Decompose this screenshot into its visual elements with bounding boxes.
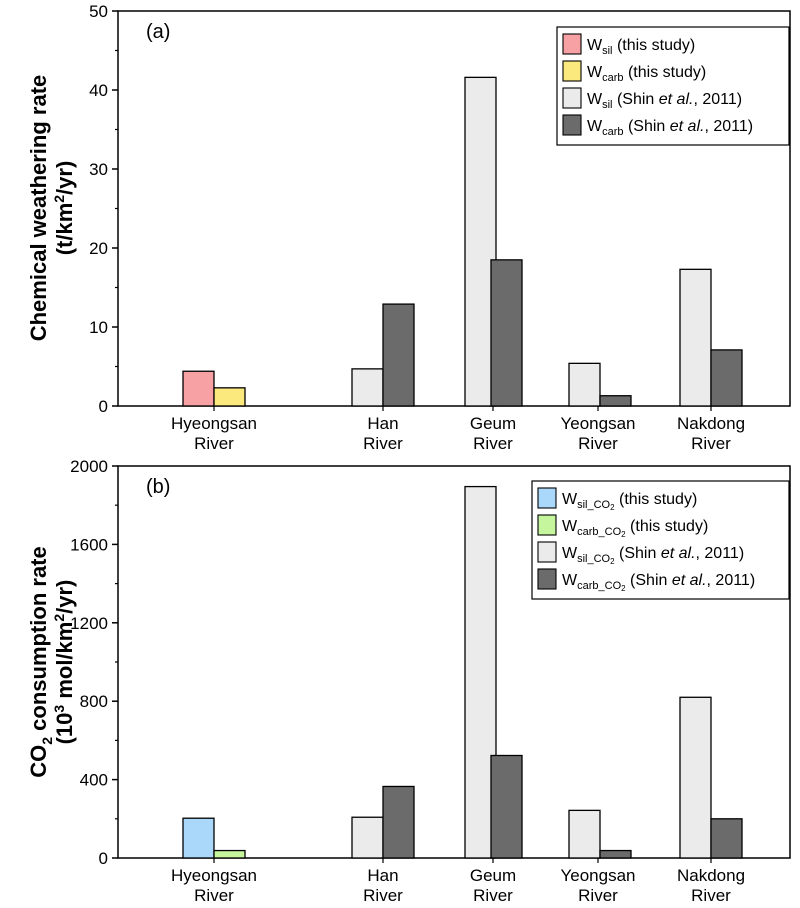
category-label: Yeongsan River [560,414,635,453]
bar [568,809,601,859]
legend-swatch [562,114,582,136]
category-label: Yeongsan River [560,866,635,905]
category-label: Geum River [470,414,516,453]
legend-swatch [537,487,557,509]
category-label: Nakdong River [677,414,745,453]
panel-label: (b) [146,476,170,498]
chart-panel-a: 0 10 20 30 40 50 Hyeongsan River Han River Geum Riv… [89,2,791,453]
y-tick-label: 800 [80,692,108,711]
bar [351,368,384,407]
bar [599,849,632,859]
bar [679,268,712,407]
legend-entry: Wcarb_CO2 (this study) [562,518,708,539]
legend-entry: Wsil (Shin et al., 2011) [587,91,742,111]
legend-swatch [537,514,557,536]
category-label: Han River [363,414,403,453]
bar [490,259,523,407]
bar [382,785,415,859]
legend-swatch [537,568,557,590]
bar [490,754,523,859]
bar [568,362,601,407]
legend-entry: Wcarb (this study) [587,64,706,84]
panel-label: (a) [146,21,170,43]
y-tick-label: 0 [99,397,108,416]
category-label: Hyeongsan River [171,414,257,453]
legend-entry: Wsil_CO2 (Shin et al., 2011) [562,545,744,566]
bar [710,818,743,859]
y-tick-label: 50 [89,2,108,21]
bar [710,349,743,407]
legend-swatch [537,541,557,563]
bar [351,816,384,859]
legend-swatch [562,33,582,55]
legend-entry: Wsil (this study) [587,37,695,57]
y-tick-label: 0 [99,849,108,868]
legend-swatch [562,87,582,109]
y-axis-title-a-units: (t/km2/yr) [51,161,77,256]
bar [599,395,632,407]
category-label: Geum River [470,866,516,905]
bar [182,817,215,859]
legend-entry: Wsil_CO2 (this study) [562,491,697,512]
chart-panel-b: 0 400 800 1200 1600 2000 Hyeongsan River Han Rive… [70,457,791,905]
legend-box [556,26,790,146]
bar [213,387,246,407]
bar [382,303,415,407]
category-label: Hyeongsan River [171,866,257,905]
y-tick-label: 10 [89,318,108,337]
category-label: Nakdong River [677,866,745,905]
category-label: Han River [363,866,403,905]
y-tick-label: 1200 [70,614,108,633]
y-axis-title-b: CO2 consumption rate [26,546,55,777]
bar [213,849,246,859]
y-axis-title-a: Chemical weathering rate [26,75,51,342]
y-tick-label: 2000 [70,457,108,476]
y-tick-label: 400 [80,771,108,790]
bar [679,696,712,859]
y-tick-label: 1600 [70,535,108,554]
y-tick-label: 40 [89,81,108,100]
y-axis-title-b-units: (103 mol/km2/yr) [51,580,77,745]
bar [182,370,215,407]
legend-entry: Wcarb_CO2 (Shin et al., 2011) [562,572,755,593]
legend-box [531,480,790,600]
y-tick-label: 20 [89,239,108,258]
legend-swatch [562,60,582,82]
legend-entry: Wcarb (Shin et al., 2011) [587,118,753,138]
y-tick-label: 30 [89,160,108,179]
